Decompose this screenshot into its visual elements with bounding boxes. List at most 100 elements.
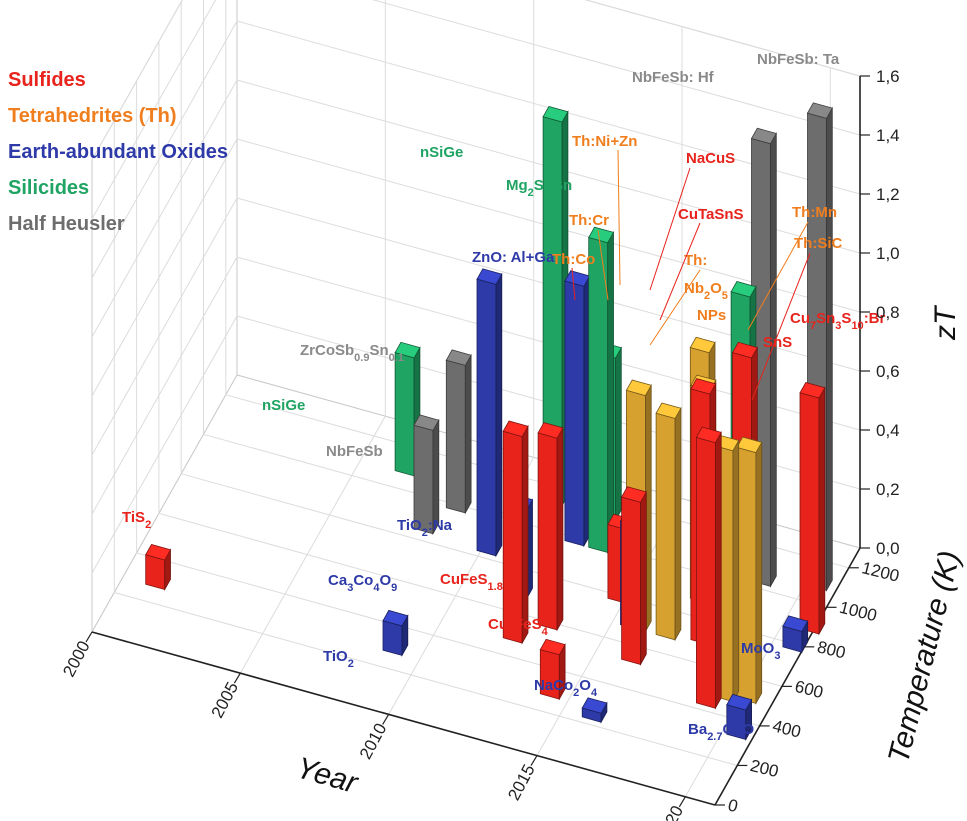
grid-line-z: [91, 79, 861, 338]
grid-line-year: [388, 0, 535, 715]
grid-line-temp: [113, 120, 738, 766]
bar-label-11: Mg2Si:Sn: [506, 177, 572, 199]
annotation-5: Th:Co: [552, 251, 595, 268]
x-axis-line: [91, 631, 716, 806]
bar-label-16: NaCo2O4: [534, 677, 598, 699]
zt-tick-7: 1,4: [876, 126, 900, 145]
temp-tick-2: 400: [771, 716, 803, 741]
bar-front-7: [588, 236, 609, 554]
bar-front-6: [564, 280, 585, 547]
grid-line-z: [91, 0, 861, 220]
bar-front-25: [736, 446, 757, 704]
year-tick-0: 2000: [59, 638, 94, 680]
bar-top-10: [799, 382, 826, 399]
bar-top-9: [689, 336, 716, 354]
bar-top-11: [413, 414, 440, 431]
bar-label-24: NbFeSb: Hf: [632, 69, 715, 86]
bar-front-23: [621, 496, 641, 666]
bar-label-13: Cu5FeS4: [488, 616, 549, 638]
bar-side-12: [495, 272, 503, 558]
grid-line-z: [91, 0, 861, 161]
zt-tick-6: 1,2: [876, 185, 900, 204]
bar-label-7: TiO2:Na: [397, 517, 453, 539]
grid-line-temp: [180, 1, 805, 648]
temp-tick-1: 200: [748, 756, 780, 781]
year-tick-2: 2010: [356, 720, 391, 762]
z-axis-title: zT: [929, 304, 962, 341]
bar-top-4: [750, 127, 777, 145]
bar-label-6: nSiGe: [420, 144, 463, 161]
leader-line-7: [751, 252, 811, 401]
annotation-2: Th:Cr: [569, 212, 609, 229]
grid-line-year: [536, 26, 683, 756]
bar-top-33: [581, 697, 608, 714]
bar-side-26: [521, 424, 529, 645]
year-tick-mark-2: [382, 714, 390, 725]
zt-tick-0: 0,0: [876, 539, 900, 558]
legend-item-1: Tetrahedrites (Th): [8, 105, 177, 127]
bar-side-5: [464, 353, 472, 515]
bar-side-23: [640, 490, 647, 667]
bar-side-3: [826, 106, 833, 592]
bar-side-22: [556, 426, 564, 632]
bar-top-22: [537, 422, 564, 439]
grid-line-z: [91, 315, 861, 574]
bar-label-1: nSiGe: [262, 397, 305, 414]
legend-item-3: Silicides: [8, 177, 89, 199]
bar-label-0: TiS2: [122, 509, 151, 531]
bar-side-27: [732, 438, 740, 704]
bar-top-29: [726, 693, 753, 711]
temp-tick-5: 1000: [838, 598, 879, 626]
bar-top-25: [736, 436, 763, 454]
bar-side-25: [755, 440, 763, 705]
grid-line-z: [91, 197, 861, 456]
annotation-8: Nb2O5: [684, 280, 728, 302]
leader-line-0: [617, 149, 621, 286]
bar-top-5: [445, 349, 472, 366]
temp-tick-6: 1200: [860, 558, 901, 586]
zt-tick-4: 0,8: [876, 303, 900, 322]
grid-line-temp: [158, 41, 783, 687]
bar-label-9: ZnO: Al+Ga: [472, 249, 555, 266]
grid-line-z: [91, 138, 861, 397]
bar-front-22: [537, 432, 558, 631]
bar-front-5: [445, 359, 466, 514]
temp-tick-4: 800: [815, 637, 847, 662]
bar-label-3: ZrCoSb0.9Sn0.1: [300, 342, 404, 364]
bar-side-28: [715, 430, 722, 710]
legend-item-0: Sulfides: [8, 69, 86, 91]
legend-item-2: Earth-abundant Oxides: [8, 141, 228, 163]
leader-line-3: [659, 222, 701, 321]
annotation-3: CuTaSnS: [678, 206, 744, 223]
bar-front-12: [476, 278, 497, 557]
annotation-1: NaCuS: [686, 150, 735, 167]
bar-side-21: [674, 406, 682, 642]
bar-label-32: Ba2.7CoO: [688, 721, 754, 743]
leader-line-1: [649, 167, 691, 291]
bar-label-8: CuFeS1.8: [440, 571, 503, 593]
bar-front-31: [382, 620, 403, 656]
bar-label-2: NbFeSb: [326, 443, 383, 460]
zt-tick-1: 0,2: [876, 480, 900, 499]
bar-top-15: [731, 341, 758, 359]
bar-label-33: Cu7Sn3S10:Br: [790, 310, 886, 332]
year-tick-mark-3: [530, 755, 538, 766]
bar-top-32: [539, 638, 566, 656]
year-tick-4: 2020: [653, 802, 688, 821]
y-axis-line: [714, 547, 861, 806]
bar-side-10: [818, 386, 826, 636]
bar-front-28: [696, 436, 716, 709]
grid-line-z: [91, 20, 861, 279]
bar-top-20: [625, 379, 652, 397]
bar-top-17: [690, 378, 717, 395]
leader-line-2: [597, 229, 609, 301]
bar-side-1: [615, 346, 622, 522]
bar-top-8: [730, 281, 757, 298]
bar-front-26: [502, 430, 523, 644]
legend-item-4: Half Heusler: [8, 213, 125, 235]
bar-top-30: [145, 544, 172, 561]
bar-top-23: [621, 486, 647, 503]
bar-top-28: [695, 426, 722, 444]
